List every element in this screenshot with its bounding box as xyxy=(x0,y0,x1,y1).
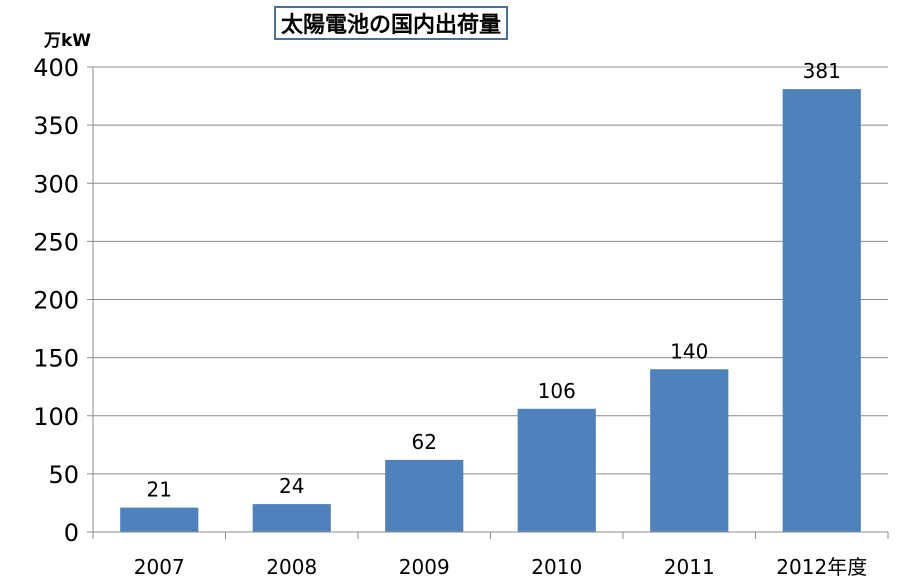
x-tick-label: 2011 xyxy=(664,555,715,579)
x-tick-label: 2010 xyxy=(531,555,582,579)
bar-2009 xyxy=(385,459,464,532)
y-tick-label: 250 xyxy=(33,228,79,256)
y-tick-label: 50 xyxy=(48,461,79,489)
axes xyxy=(87,66,889,539)
x-tick-label: 2007 xyxy=(134,555,185,579)
bar-2008 xyxy=(252,504,331,532)
y-tick-label: 400 xyxy=(33,54,79,82)
y-tick-label: 150 xyxy=(33,345,79,373)
data-label: 62 xyxy=(412,430,437,454)
data-label: 381 xyxy=(803,59,841,83)
bar-2011 xyxy=(650,369,729,532)
bar-2012年度 xyxy=(782,89,861,533)
gridlines xyxy=(93,66,888,475)
bars xyxy=(120,89,861,533)
y-axis-unit-label: 万kW xyxy=(44,31,92,51)
data-label: 21 xyxy=(147,478,172,502)
labels: 0 50 100 150 200 250 300 350 400 21 2007 24 2008 62 20… xyxy=(33,54,867,579)
data-label: 24 xyxy=(279,474,304,498)
y-tick-label: 350 xyxy=(33,112,79,140)
y-tick-label: 0 xyxy=(64,519,79,547)
x-tick-label: 2009 xyxy=(399,555,450,579)
x-tick-label: 2012年度 xyxy=(776,555,867,579)
x-tick-label: 2008 xyxy=(266,555,317,579)
y-tick-label: 100 xyxy=(33,403,79,431)
bar-2007 xyxy=(120,507,199,532)
data-label: 106 xyxy=(538,379,576,403)
y-tick-label: 300 xyxy=(33,170,79,198)
data-label: 140 xyxy=(670,339,708,363)
bar-2010 xyxy=(517,408,596,532)
chart-title: 太陽電池の国内出荷量 xyxy=(274,6,509,40)
y-tick-label: 200 xyxy=(33,287,79,315)
